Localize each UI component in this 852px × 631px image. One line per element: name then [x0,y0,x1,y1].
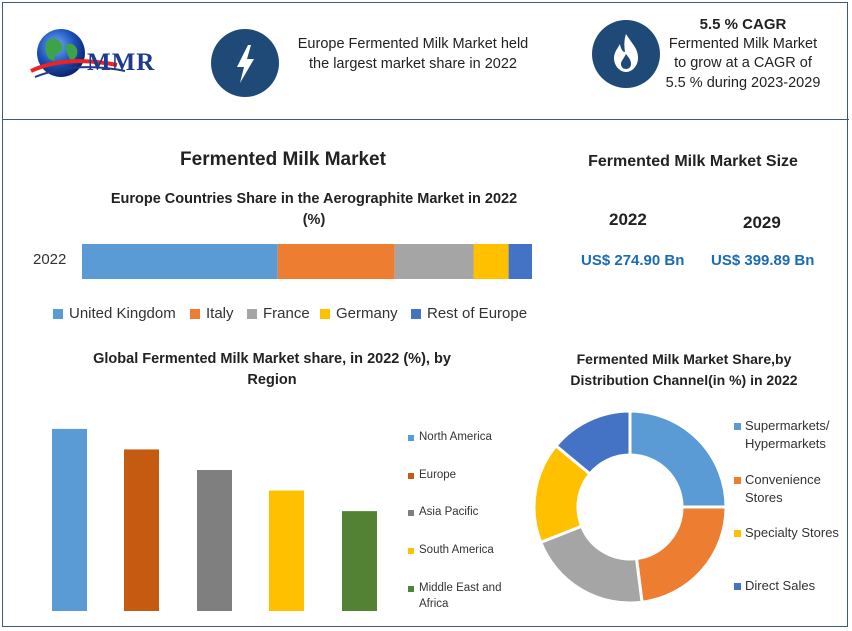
stacked-legend-item: Germany [320,305,398,322]
region-bar-mea [342,511,377,611]
stacked-bar-chart [82,244,532,279]
legend-label: Germany [336,305,398,322]
logo-text: MMR [87,49,156,76]
donut-legend-label: Convenience Stores [745,472,821,505]
legend-swatch [320,308,330,319]
legend-label: France [263,305,310,322]
size-value-2029: US$ 399.89 Bn [711,252,815,269]
mmr-logo: MMR [25,21,165,93]
region-legend-swatch [408,548,414,554]
cagr-panel: 5.5 % CAGR Fermented Milk Market to grow… [663,15,823,93]
cagr-title: 5.5 % CAGR [699,16,787,33]
stacked-legend-item: Italy [190,305,234,322]
region-chart-title: Global Fermented Milk Market share, in 2… [93,351,451,388]
stacked-category-label: 2022 [33,251,67,268]
legend-label: Italy [206,305,234,322]
globe-icon [30,29,126,78]
region-legend-label: Europe [419,469,457,481]
legend-label: Rest of Europe [427,305,528,322]
legend-swatch [53,308,63,319]
region-bar-apac [197,470,232,611]
donut-legend-swatch [734,530,741,537]
stacked-segment-rest [508,244,532,279]
stacked-segment-germany [473,244,509,279]
donut-legend-label: Supermarkets/ Hypermarkets [745,418,830,451]
region-bar-chart [52,428,377,611]
donut-chart-title: Fermented Milk Market Share,by Distribut… [570,351,798,388]
size-year-2022: 2022 [609,210,647,229]
size-panel-title: Fermented Milk Market Size [588,153,798,170]
region-legend-label: Asia Pacific [419,506,479,518]
region-legend-label: North America [419,431,492,443]
europe-share-text: Europe Fermented Milk Market held the la… [297,36,529,72]
legend-label: United Kingdom [69,305,176,322]
region-legend-swatch [408,586,414,592]
header-divider [3,119,849,120]
legend-swatch [247,308,257,319]
stacked-legend-item: United Kingdom [53,305,176,322]
region-legend-label: Middle East and Africa [419,582,502,610]
region-bar-europe [124,449,159,611]
stacked-legend-item: Rest of Europe [411,305,527,322]
stacked-chart-title: Europe Countries Share in the Aerographi… [110,191,518,228]
donut-slice [634,505,728,604]
stacked-segment-uk [82,244,278,279]
donut-slice [553,409,632,476]
region-bar-na [52,428,87,611]
donut-legend-swatch [734,583,741,590]
cagr-text: Fermented Milk Market to grow at a CAGR … [665,35,821,91]
region-legend-swatch [408,473,414,479]
stacked-segment-france [394,244,474,279]
donut-slice [628,409,728,509]
donut-legend-label: Direct Sales [745,578,816,593]
legend-swatch [190,308,200,319]
legend-swatch [411,308,421,319]
donut-chart [532,409,728,605]
stacked-segment-italy [277,244,395,279]
flame-icon [592,20,660,88]
bolt-icon [211,29,279,97]
size-value-2022: US$ 274.90 Bn [581,252,685,269]
donut-legend-swatch [734,477,741,484]
region-legend-label: South America [419,544,494,556]
size-year-2029: 2029 [743,213,781,232]
region-legend-swatch [408,435,414,441]
region-bar-sa [269,490,304,611]
region-legend-swatch [408,510,414,516]
market-title: Fermented Milk Market [180,149,386,170]
stacked-legend-item: France [247,305,310,322]
donut-legend-label: Specialty Stores [745,525,839,540]
donut-legend-swatch [734,423,741,430]
